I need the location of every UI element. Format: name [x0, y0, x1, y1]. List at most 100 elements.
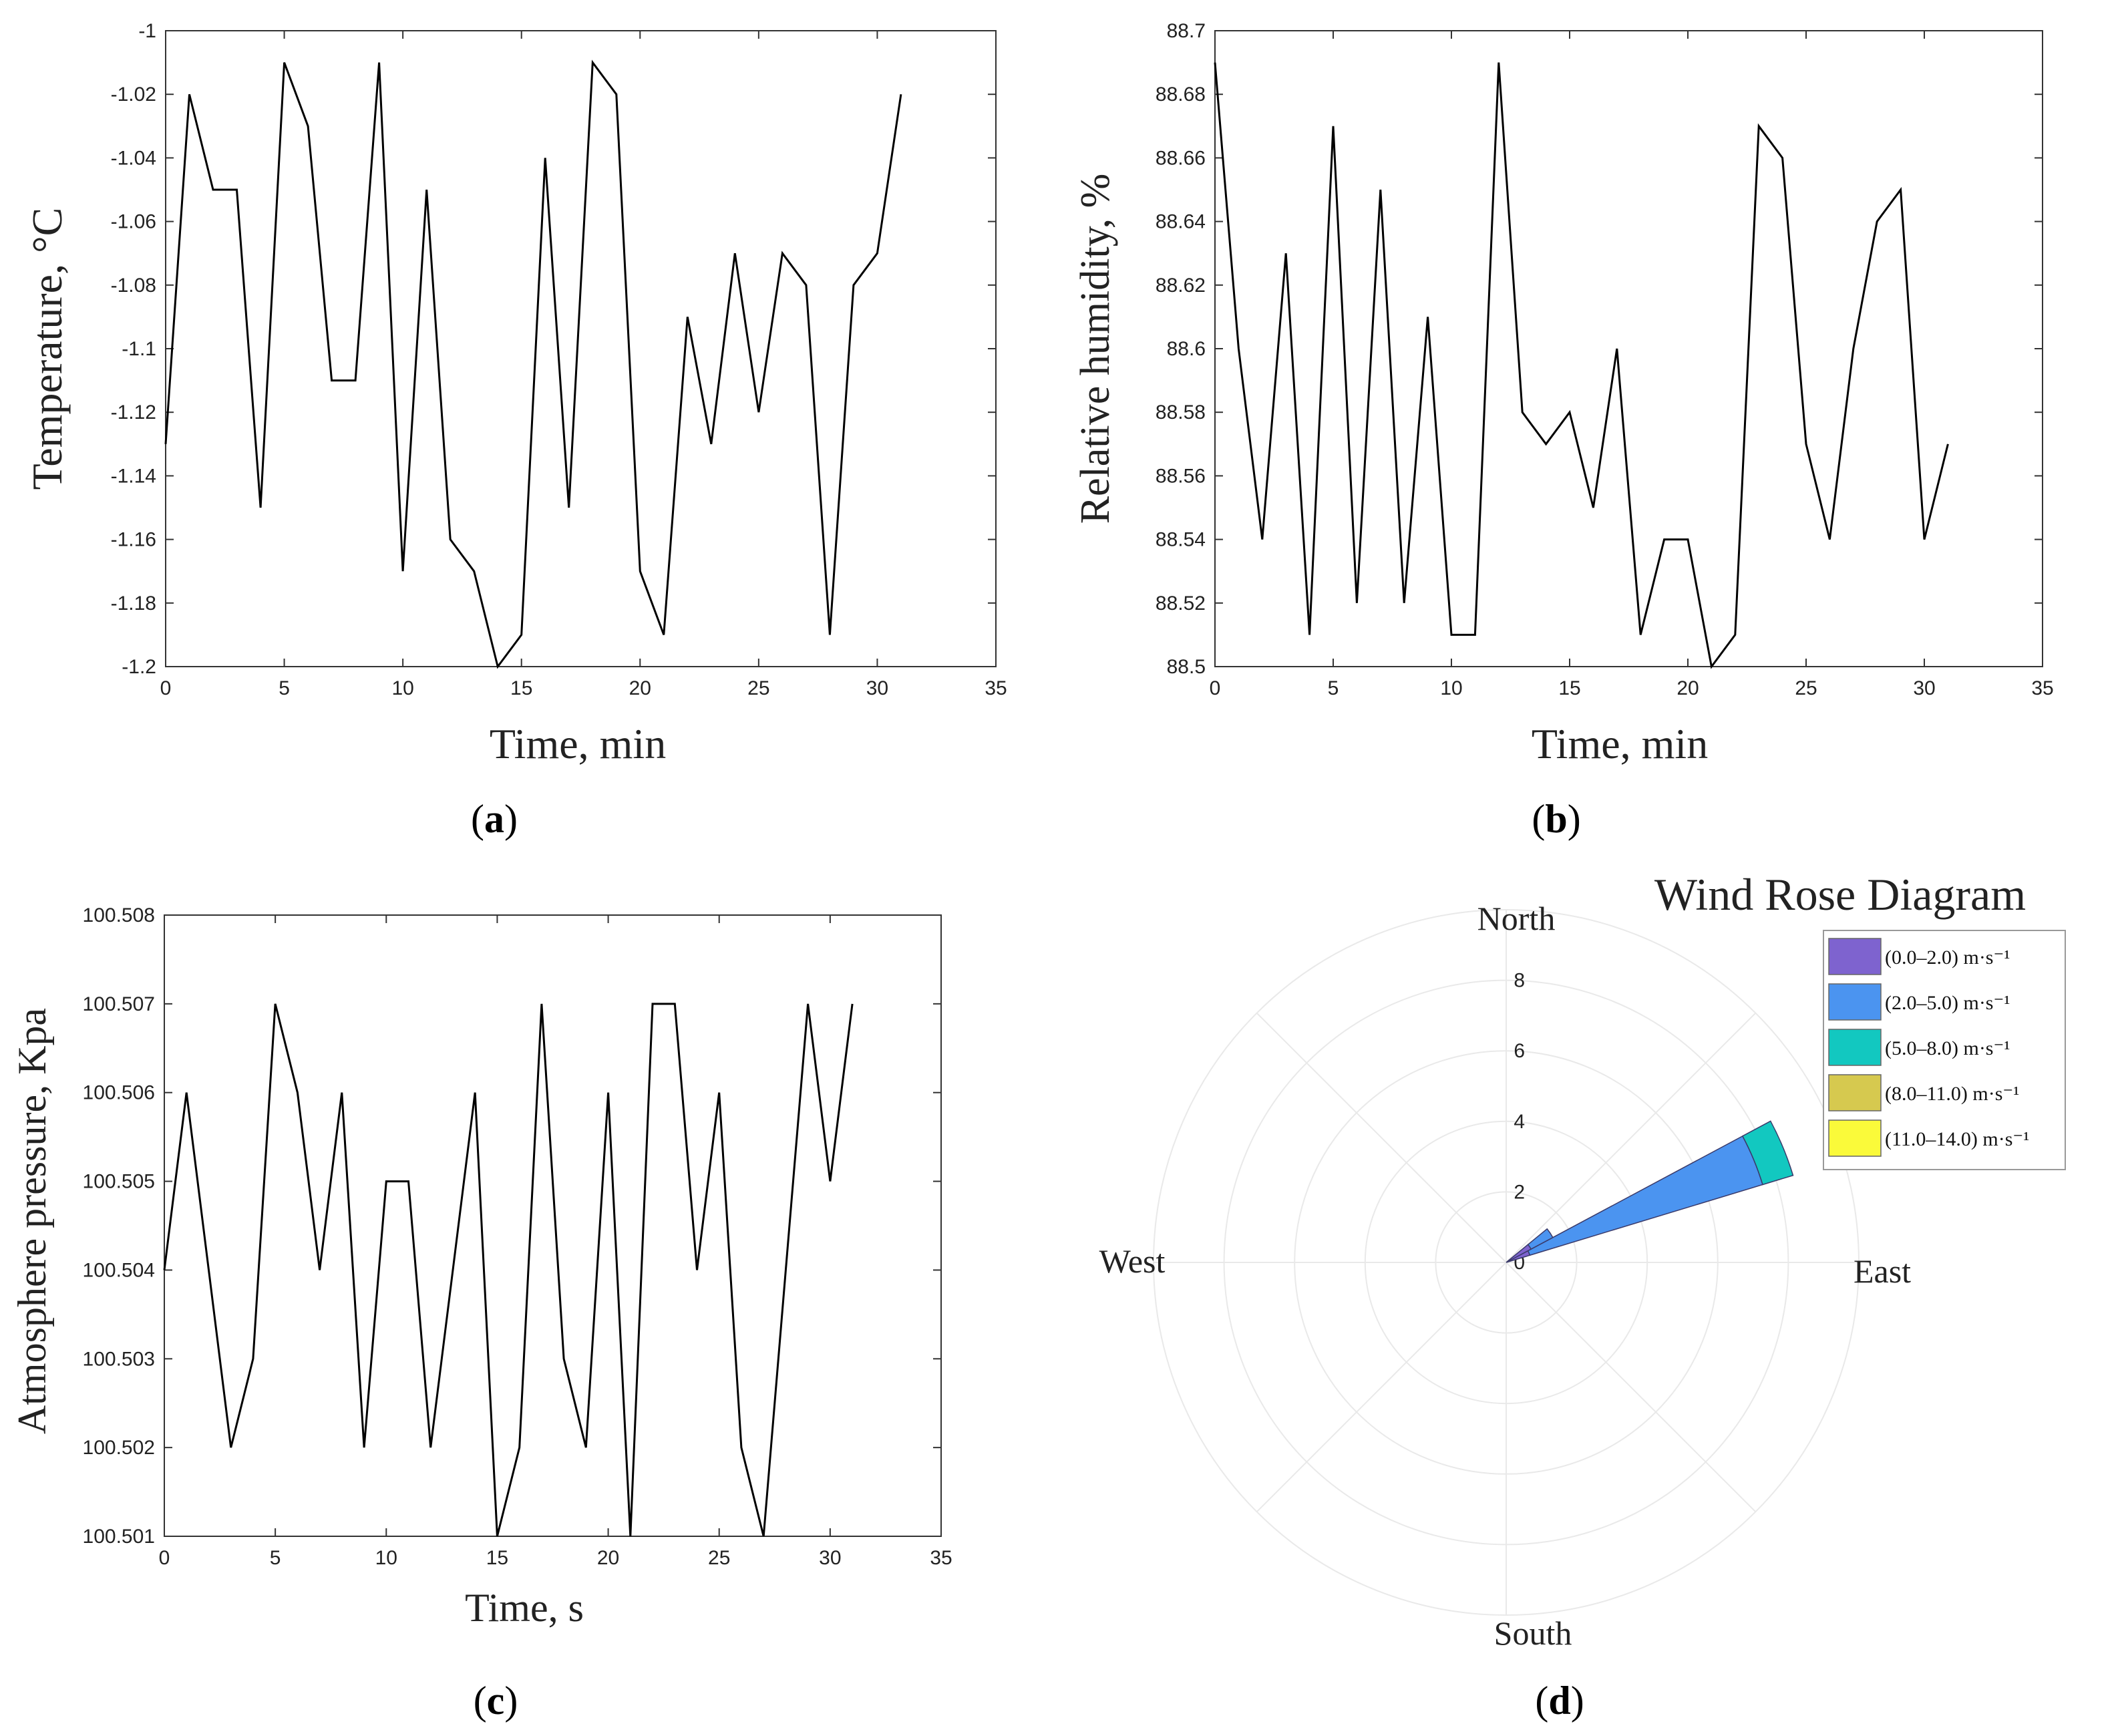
x-tick-label: 5: [270, 1547, 281, 1569]
grid-spoke: [1256, 1012, 1507, 1263]
panel-a-temperature-chart: -1.2 -1.18 -1.16 -1.14 -1.12 -1.1 -1.08 -1.06 -1…: [23, 20, 1007, 841]
x-tick-labels-c: 0 5 10 15 20 25 30 35: [159, 915, 952, 1569]
x-tick-label: 20: [597, 1547, 619, 1569]
panel-label-a-open: (: [471, 797, 484, 841]
panel-label-b-letter: b: [1545, 797, 1567, 841]
x-axis-title-c: Time, s: [465, 1586, 584, 1630]
y-tick-label: -1.02: [111, 83, 156, 106]
y-tick-label: 88.64: [1156, 211, 1206, 233]
y-tick-label: 88.52: [1156, 592, 1206, 615]
temperature-series-line: [164, 59, 902, 669]
x-tick-label: 15: [1558, 677, 1580, 699]
x-tick-label: 15: [486, 1547, 508, 1569]
panel-label-d-letter: d: [1548, 1679, 1570, 1723]
y-axis-title-b: Relative humidity, %: [1073, 174, 1118, 524]
x-tick-label: 20: [629, 677, 651, 699]
y-tick-label: -1.14: [111, 465, 156, 487]
x-tick-label: 10: [1440, 677, 1462, 699]
panel-label-b: (b): [1532, 797, 1580, 841]
y-tick-labels-c: 100.501 100.502 100.503 100.504 100.505 100.5…: [83, 904, 941, 1548]
legend-label: (0.0–2.0) m·s⁻¹: [1885, 946, 2010, 969]
panel-label-c-close: ): [504, 1679, 518, 1723]
y-axis-title-a: Temperature, °C: [23, 208, 71, 490]
y-tick-label: -1.12: [111, 401, 156, 423]
y-tick-label: 100.503: [83, 1348, 155, 1370]
x-tick-label: 30: [866, 677, 888, 699]
y-tick-label: 88.68: [1156, 83, 1206, 106]
grid-spoke: [1506, 1262, 1757, 1513]
y-tick-label: 88.66: [1156, 147, 1206, 169]
y-tick-label: -1.1: [122, 338, 156, 360]
y-tick-label: 100.502: [83, 1437, 155, 1459]
radial-tick-label: 2: [1514, 1181, 1525, 1203]
panel-label-d-close: ): [1571, 1679, 1584, 1723]
x-tick-label: 0: [160, 677, 172, 699]
x-tick-label: 25: [708, 1547, 730, 1569]
y-tick-label: 88.56: [1156, 465, 1206, 487]
panel-label-a-letter: a: [484, 797, 504, 841]
panel-label-c-letter: c: [487, 1679, 505, 1723]
legend-swatch: [1828, 938, 1882, 975]
panel-label-c-open: (: [474, 1679, 487, 1723]
y-tick-label: -1.18: [111, 592, 156, 615]
direction-label-west: West: [1099, 1242, 1166, 1280]
panel-label-a: (a): [471, 797, 518, 841]
legend-swatch: [1828, 1119, 1882, 1157]
y-tick-label: -1.08: [111, 275, 156, 297]
legend-label: (8.0–11.0) m·s⁻¹: [1885, 1083, 2019, 1105]
legend-label: (11.0–14.0) m·s⁻¹: [1885, 1128, 2029, 1150]
radial-tick-label: 8: [1514, 970, 1525, 992]
y-tick-label: 88.7: [1167, 20, 1206, 42]
plot-area-c: [164, 914, 942, 1537]
wind-sector-segment: [1741, 1120, 1794, 1186]
y-tick-labels-a: -1.2 -1.18 -1.16 -1.14 -1.12 -1.1 -1.08 -1.06 -1…: [111, 20, 996, 678]
x-tick-label: 10: [375, 1547, 397, 1569]
y-tick-label: 100.508: [83, 904, 155, 926]
y-tick-label: 88.62: [1156, 275, 1206, 297]
panel-c-pressure-chart: 100.501 100.502 100.503 100.504 100.505 100.5…: [10, 904, 952, 1723]
pressure-series-line: [163, 1003, 854, 1537]
radial-tick-label: 6: [1514, 1040, 1525, 1062]
legend-label: (5.0–8.0) m·s⁻¹: [1885, 1037, 2010, 1059]
legend-swatch: [1828, 983, 1882, 1021]
y-tick-label: 88.54: [1156, 529, 1206, 551]
wind-rose-legend: (0.0–2.0) m·s⁻¹ (2.0–5.0) m·s⁻¹ (5.0–8.0) …: [1823, 930, 2066, 1170]
x-tick-label: 0: [159, 1547, 170, 1569]
y-tick-label: -1: [138, 20, 156, 42]
y-tick-label: 100.507: [83, 993, 155, 1015]
x-tick-label: 35: [930, 1547, 952, 1569]
x-axis-title-a: Time, min: [490, 720, 666, 767]
humidity-series-line: [1214, 62, 1949, 669]
plot-area-a: [165, 30, 997, 667]
direction-label-south: South: [1494, 1614, 1572, 1652]
y-tick-label: -1.16: [111, 529, 156, 551]
panel-label-a-close: ): [504, 797, 518, 841]
x-tick-label: 30: [1913, 677, 1935, 699]
y-tick-label: -1.06: [111, 211, 156, 233]
x-tick-label: 5: [1328, 677, 1339, 699]
x-tick-label: 35: [985, 677, 1007, 699]
panel-label-b-close: ): [1568, 797, 1581, 841]
legend-swatch: [1828, 1074, 1882, 1111]
x-axis-title-b: Time, min: [1532, 720, 1708, 767]
x-tick-label: 20: [1677, 677, 1699, 699]
x-tick-label: 35: [2031, 677, 2053, 699]
x-tick-label: 25: [747, 677, 769, 699]
y-tick-label: 88.58: [1156, 401, 1206, 423]
plot-area-b: [1214, 30, 2043, 667]
panel-label-c: (c): [474, 1679, 518, 1723]
x-tick-labels-b: 0 5 10 15 20 25 30 35: [1210, 31, 2054, 699]
wind-rose-title: Wind Rose Diagram: [1654, 869, 2026, 920]
direction-label-east: East: [1854, 1252, 1911, 1290]
x-tick-label: 25: [1795, 677, 1817, 699]
panel-label-d: (d): [1535, 1679, 1584, 1723]
y-tick-label: -1.2: [122, 656, 156, 678]
y-tick-labels-b: 88.5 88.52 88.54 88.56 88.58 88.6 88.62 88.64 88…: [1156, 20, 2043, 678]
grid-spoke: [1506, 1012, 1757, 1263]
y-tick-label: 100.505: [83, 1171, 155, 1193]
panel-label-d-open: (: [1535, 1679, 1548, 1723]
x-tick-label: 30: [819, 1547, 841, 1569]
x-tick-labels-a: 0 5 10 15 20 25 30 35: [160, 31, 1007, 699]
wind-rose-grid: [1153, 909, 1860, 1616]
